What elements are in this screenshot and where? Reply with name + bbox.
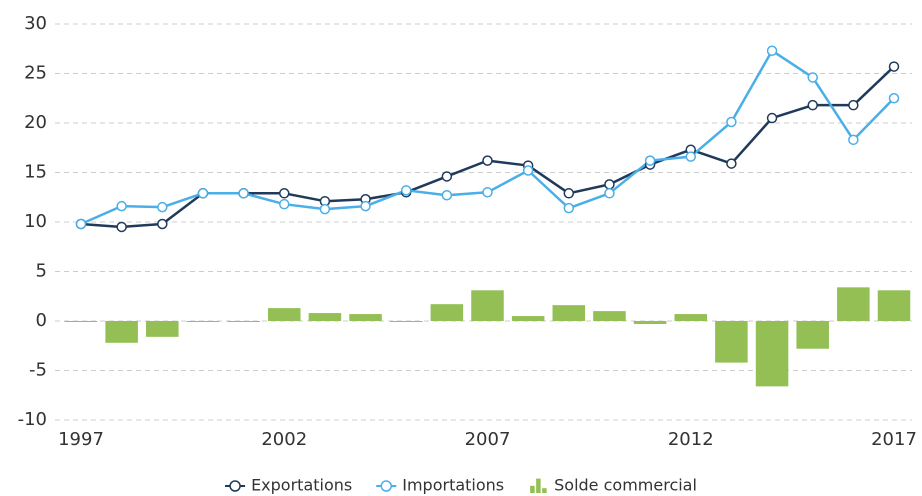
y-tick-label: 30 <box>24 13 47 34</box>
marker <box>766 45 778 56</box>
bar <box>511 316 545 321</box>
bar <box>796 321 829 349</box>
marker <box>279 188 290 199</box>
y-tick-label: 20 <box>24 112 47 133</box>
legend-item: Exportations <box>225 476 352 495</box>
bar <box>633 321 667 324</box>
bar <box>877 290 911 321</box>
bar <box>430 304 464 321</box>
x-tick-label: 2012 <box>668 429 714 450</box>
y-tick-label: -10 <box>18 409 47 430</box>
bar <box>186 321 220 322</box>
marker <box>848 134 859 146</box>
bar <box>227 321 260 322</box>
marker <box>279 198 290 210</box>
legend-swatch <box>380 480 392 492</box>
bar <box>389 321 423 322</box>
legend-swatch <box>530 485 535 493</box>
x-tick-label: 2007 <box>465 429 511 450</box>
marker <box>766 112 778 124</box>
marker <box>116 221 127 233</box>
marker <box>807 99 818 111</box>
legend-swatch <box>542 488 547 493</box>
legend-item: Solde commercial <box>530 476 697 495</box>
x-tick-label: 1997 <box>58 429 104 450</box>
bar <box>552 305 586 321</box>
marker <box>157 201 168 213</box>
marker <box>400 185 412 196</box>
marker <box>685 151 696 162</box>
legend-label: Importations <box>402 476 504 495</box>
marker <box>116 200 127 212</box>
marker <box>319 203 331 215</box>
y-tick-label: 15 <box>24 162 47 183</box>
marker <box>726 116 737 128</box>
bar <box>674 314 708 321</box>
marker <box>360 200 371 212</box>
series-line <box>80 65 895 229</box>
marker <box>563 202 575 214</box>
marker <box>482 155 493 166</box>
bar <box>755 321 789 387</box>
marker <box>726 158 737 169</box>
marker <box>441 171 453 182</box>
bar <box>593 311 626 321</box>
bar <box>267 308 301 321</box>
marker <box>197 188 209 199</box>
legend-label: Exportations <box>251 476 352 495</box>
bar <box>64 321 98 322</box>
bar <box>308 313 342 321</box>
marker <box>441 190 453 201</box>
legend-item: Importations <box>376 476 504 495</box>
bar <box>146 321 179 337</box>
y-tick-label: 10 <box>24 211 47 232</box>
bar <box>349 314 382 321</box>
marker <box>75 218 87 230</box>
legend-swatch <box>536 478 541 493</box>
marker <box>807 72 818 83</box>
marker <box>888 93 900 104</box>
marker <box>157 218 168 230</box>
x-tick-label: 2002 <box>261 429 307 450</box>
y-tick-label: -5 <box>29 360 47 381</box>
marker <box>888 61 900 72</box>
bar <box>715 321 748 363</box>
marker <box>604 179 615 190</box>
marker <box>482 187 493 198</box>
legend: Exportations Importations Solde commercial <box>225 476 697 495</box>
marker <box>563 188 575 199</box>
marker <box>848 99 859 111</box>
marker <box>522 165 534 176</box>
y-tick-label: 5 <box>36 261 47 282</box>
legend-label: Solde commercial <box>554 476 697 495</box>
bar <box>837 287 870 321</box>
bar <box>471 290 504 321</box>
marker <box>238 188 249 199</box>
y-tick-label: 25 <box>24 63 47 84</box>
marker <box>644 155 656 166</box>
bar <box>105 321 138 343</box>
marker <box>604 188 615 199</box>
legend-swatch <box>229 480 241 492</box>
y-tick-label: 0 <box>36 310 47 331</box>
x-tick-label: 2017 <box>871 429 917 450</box>
